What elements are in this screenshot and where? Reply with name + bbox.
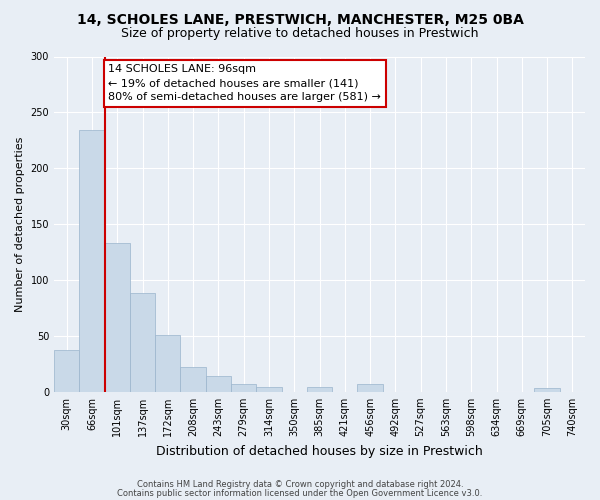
Bar xyxy=(79,130,104,392)
Bar xyxy=(206,376,231,392)
Bar xyxy=(307,388,332,392)
Text: 14 SCHOLES LANE: 96sqm
← 19% of detached houses are smaller (141)
80% of semi-de: 14 SCHOLES LANE: 96sqm ← 19% of detached… xyxy=(109,64,381,102)
X-axis label: Distribution of detached houses by size in Prestwich: Distribution of detached houses by size … xyxy=(156,444,483,458)
Bar xyxy=(181,367,206,392)
Text: Size of property relative to detached houses in Prestwich: Size of property relative to detached ho… xyxy=(121,28,479,40)
Text: 14, SCHOLES LANE, PRESTWICH, MANCHESTER, M25 0BA: 14, SCHOLES LANE, PRESTWICH, MANCHESTER,… xyxy=(77,12,523,26)
Bar xyxy=(104,243,130,392)
Bar xyxy=(231,384,256,392)
Bar xyxy=(535,388,560,392)
Text: Contains public sector information licensed under the Open Government Licence v3: Contains public sector information licen… xyxy=(118,488,482,498)
Bar xyxy=(256,388,281,392)
Bar xyxy=(155,335,181,392)
Text: Contains HM Land Registry data © Crown copyright and database right 2024.: Contains HM Land Registry data © Crown c… xyxy=(137,480,463,489)
Y-axis label: Number of detached properties: Number of detached properties xyxy=(15,136,25,312)
Bar xyxy=(358,384,383,392)
Bar xyxy=(130,294,155,392)
Bar xyxy=(54,350,79,392)
